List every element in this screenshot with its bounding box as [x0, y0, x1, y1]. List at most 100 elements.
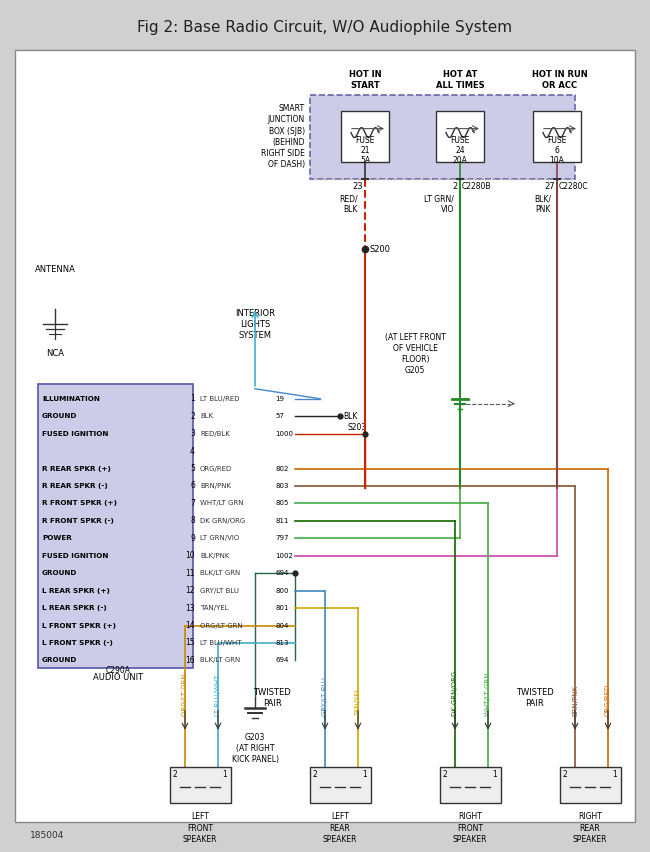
FancyBboxPatch shape — [533, 111, 581, 163]
Text: 1: 1 — [493, 770, 497, 779]
Text: 11: 11 — [185, 568, 195, 578]
Text: 2: 2 — [453, 182, 458, 192]
Text: ORG/LT GRN: ORG/LT GRN — [200, 623, 242, 629]
FancyBboxPatch shape — [436, 111, 484, 163]
Text: LT GRN/
VIO: LT GRN/ VIO — [424, 194, 454, 214]
Text: HOT AT
ALL TIMES: HOT AT ALL TIMES — [436, 70, 484, 89]
Text: LT BLU/WHT: LT BLU/WHT — [200, 640, 242, 646]
Text: LT BLU/RED: LT BLU/RED — [200, 395, 239, 402]
Text: 5: 5 — [190, 464, 195, 473]
Text: FUSE
24
20A: FUSE 24 20A — [450, 135, 470, 165]
Text: LT GRN/VIO: LT GRN/VIO — [200, 535, 239, 541]
Text: 797: 797 — [275, 535, 289, 541]
Text: 813: 813 — [275, 640, 289, 646]
Text: 15: 15 — [185, 638, 195, 648]
Text: RIGHT
FRONT
SPEAKER: RIGHT FRONT SPEAKER — [453, 813, 488, 843]
Text: GRY/LT BLU: GRY/LT BLU — [200, 588, 239, 594]
Text: BLK/LT GRN: BLK/LT GRN — [200, 658, 240, 664]
Text: 2: 2 — [190, 412, 195, 421]
Text: 3: 3 — [190, 429, 195, 438]
Text: DK GRN/ORG: DK GRN/ORG — [452, 671, 458, 716]
FancyBboxPatch shape — [38, 383, 193, 668]
Text: BLK/PNK: BLK/PNK — [200, 553, 229, 559]
Text: DK GRN/ORG: DK GRN/ORG — [200, 518, 245, 524]
Text: 16: 16 — [185, 656, 195, 665]
Text: 1: 1 — [612, 770, 618, 779]
Text: C2280C: C2280C — [559, 182, 589, 192]
Text: R FRONT SPKR (+): R FRONT SPKR (+) — [42, 500, 117, 506]
Text: BLK: BLK — [343, 412, 358, 421]
Text: FUSED IGNITION: FUSED IGNITION — [42, 430, 109, 436]
Text: 2: 2 — [443, 770, 447, 779]
Text: S203: S203 — [348, 423, 367, 432]
Text: 2: 2 — [563, 770, 567, 779]
Text: 1: 1 — [363, 770, 367, 779]
Text: FUSE
21
5A: FUSE 21 5A — [356, 135, 374, 165]
Text: FUSED IGNITION: FUSED IGNITION — [42, 553, 109, 559]
Text: 57: 57 — [275, 413, 284, 419]
Text: 694: 694 — [275, 570, 289, 576]
FancyBboxPatch shape — [309, 767, 370, 803]
FancyBboxPatch shape — [170, 767, 231, 803]
Text: 803: 803 — [275, 483, 289, 489]
Text: 1: 1 — [190, 394, 195, 403]
Text: R REAR SPKR (-): R REAR SPKR (-) — [42, 483, 108, 489]
Text: 1000: 1000 — [275, 430, 293, 436]
Text: WHT/LT GRN: WHT/LT GRN — [200, 500, 244, 506]
Text: INTERIOR
LIGHTS
SYSTEM: INTERIOR LIGHTS SYSTEM — [235, 309, 275, 340]
Text: HOT IN
START: HOT IN START — [348, 70, 382, 89]
Text: GRY/LT BLU: GRY/LT BLU — [322, 676, 328, 716]
Text: GROUND: GROUND — [42, 413, 77, 419]
Text: POWER: POWER — [42, 535, 72, 541]
Text: WHT/LT GRN: WHT/LT GRN — [485, 672, 491, 716]
Text: L REAR SPKR (+): L REAR SPKR (+) — [42, 588, 110, 594]
Text: FUSE
6
10A: FUSE 6 10A — [547, 135, 567, 165]
Text: LEFT
FRONT
SPEAKER: LEFT FRONT SPEAKER — [183, 813, 217, 843]
Text: TWISTED
PAIR: TWISTED PAIR — [253, 688, 291, 708]
Text: R FRONT SPKR (-): R FRONT SPKR (-) — [42, 518, 114, 524]
Text: G203
(AT RIGHT
KICK PANEL): G203 (AT RIGHT KICK PANEL) — [231, 733, 278, 764]
Text: 811: 811 — [275, 518, 289, 524]
FancyBboxPatch shape — [341, 111, 389, 163]
Text: 7: 7 — [190, 499, 195, 508]
Text: 10: 10 — [185, 551, 195, 561]
Text: TAN/YEL: TAN/YEL — [200, 605, 229, 611]
Text: L REAR SPKR (-): L REAR SPKR (-) — [42, 605, 107, 611]
Text: LEFT
REAR
SPEAKER: LEFT REAR SPEAKER — [323, 813, 358, 843]
Text: 2: 2 — [313, 770, 317, 779]
Text: BRN/PNK: BRN/PNK — [572, 685, 578, 716]
Text: 185004: 185004 — [30, 831, 64, 840]
Text: 804: 804 — [275, 623, 289, 629]
Text: 6: 6 — [190, 481, 195, 491]
Text: 23: 23 — [352, 182, 363, 192]
Text: SMART
JUNCTION
BOX (SJB)
(BEHIND
RIGHT SIDE
OF DASH): SMART JUNCTION BOX (SJB) (BEHIND RIGHT S… — [261, 104, 305, 169]
Text: Fig 2: Base Radio Circuit, W/O Audiophile System: Fig 2: Base Radio Circuit, W/O Audiophil… — [137, 20, 513, 36]
Text: RIGHT
REAR
SPEAKER: RIGHT REAR SPEAKER — [573, 813, 607, 843]
FancyBboxPatch shape — [310, 95, 575, 180]
Text: 4: 4 — [190, 446, 195, 456]
Text: RED/BLK: RED/BLK — [200, 430, 230, 436]
Text: 1: 1 — [222, 770, 227, 779]
Text: S200: S200 — [370, 245, 391, 254]
Text: TWISTED
PAIR: TWISTED PAIR — [516, 688, 554, 708]
Text: 19: 19 — [275, 395, 284, 402]
Text: 27: 27 — [545, 182, 555, 192]
Text: 802: 802 — [275, 465, 289, 471]
Text: BLK/
PNK: BLK/ PNK — [534, 194, 551, 214]
Text: HOT IN RUN
OR ACC: HOT IN RUN OR ACC — [532, 70, 588, 89]
Text: 14: 14 — [185, 621, 195, 630]
Text: L FRONT SPKR (-): L FRONT SPKR (-) — [42, 640, 113, 646]
Text: AUDIO UNIT: AUDIO UNIT — [93, 673, 143, 682]
Text: RED/
BLK: RED/ BLK — [339, 194, 358, 214]
Text: BLK/LT GRN: BLK/LT GRN — [200, 570, 240, 576]
Text: 694: 694 — [275, 658, 289, 664]
Text: ORG/RED: ORG/RED — [605, 683, 611, 716]
Text: L FRONT SPKR (+): L FRONT SPKR (+) — [42, 623, 116, 629]
Text: ORG/RED: ORG/RED — [200, 465, 232, 471]
Text: TAN/YEL: TAN/YEL — [355, 687, 361, 716]
FancyBboxPatch shape — [439, 767, 500, 803]
Text: BRN/PNK: BRN/PNK — [200, 483, 231, 489]
Text: R REAR SPKR (+): R REAR SPKR (+) — [42, 465, 111, 471]
FancyBboxPatch shape — [15, 49, 635, 822]
Text: C290A: C290A — [105, 666, 131, 676]
